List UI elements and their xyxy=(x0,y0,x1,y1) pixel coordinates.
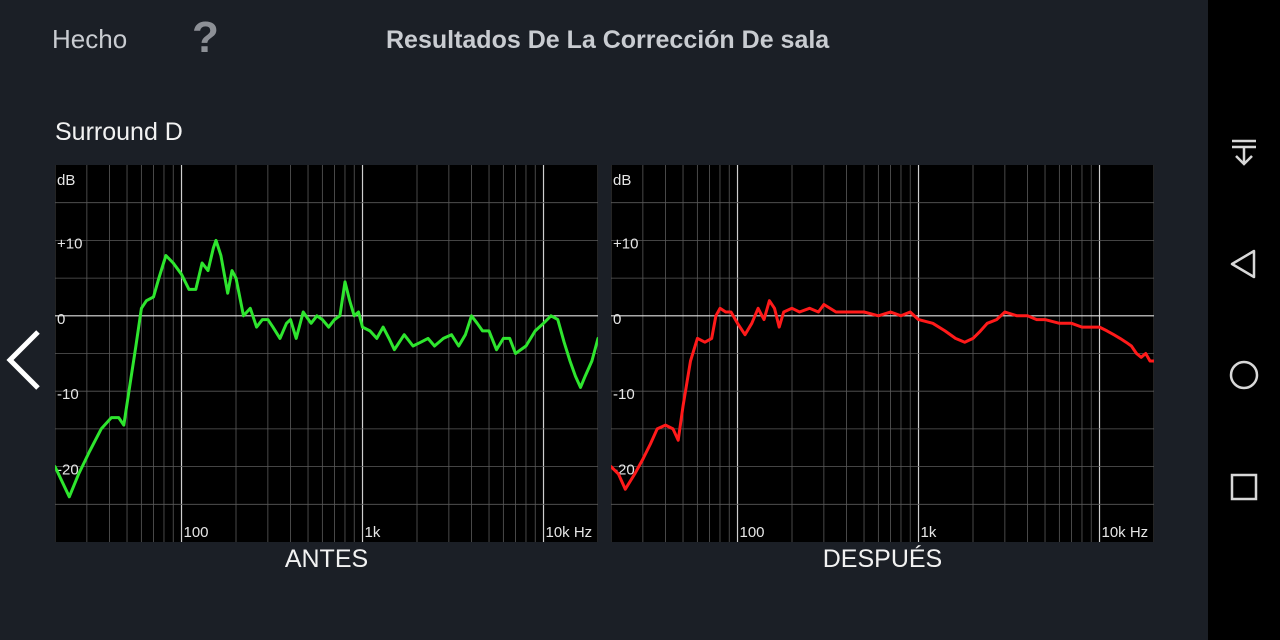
frequency-response-line xyxy=(611,299,1154,491)
y-tick-label: 0 xyxy=(613,311,621,328)
x-tick-label: 1k xyxy=(365,524,381,541)
home-circle-icon[interactable] xyxy=(1224,355,1264,395)
help-icon[interactable]: ? xyxy=(192,13,219,62)
x-tick-label: 100 xyxy=(184,524,209,541)
top-bar: Hecho ? Resultados De La Corrección De s… xyxy=(0,0,1208,84)
system-navbar xyxy=(1208,0,1280,640)
y-tick-label: -20 xyxy=(57,462,79,479)
recents-square-icon[interactable] xyxy=(1224,467,1264,507)
download-icon[interactable] xyxy=(1224,132,1264,172)
grid-lines xyxy=(55,165,598,542)
x-tick-label: 10k Hz xyxy=(546,524,593,541)
before-chart: dB +10 0 -10 -20 100 1k 10k Hz xyxy=(55,165,598,542)
after-chart: dB +10 0 -10 -20 100 1k 10k Hz xyxy=(611,165,1154,542)
page-title: Resultados De La Corrección De sala xyxy=(386,26,830,54)
done-button[interactable]: Hecho xyxy=(52,24,128,54)
after-chart-caption: DESPUÉS xyxy=(822,545,943,573)
x-tick-label: 10k Hz xyxy=(1102,524,1149,541)
y-axis-label: dB xyxy=(57,172,75,189)
y-axis-label: dB xyxy=(613,172,631,189)
y-tick-label: -10 xyxy=(57,386,79,403)
x-tick-label: 100 xyxy=(740,524,765,541)
frequency-response-line xyxy=(55,238,598,499)
before-chart-caption: ANTES xyxy=(284,545,369,573)
channel-name: Surround D xyxy=(55,118,183,146)
back-triangle-icon[interactable] xyxy=(1224,244,1264,284)
y-tick-label: +10 xyxy=(613,235,638,252)
x-tick-label: 1k xyxy=(921,524,937,541)
before-chart-plot: dB +10 0 -10 -20 100 1k 10k Hz xyxy=(55,165,598,542)
chevron-left-icon[interactable] xyxy=(0,320,50,400)
y-tick-label: 0 xyxy=(57,311,65,328)
y-tick-label: +10 xyxy=(57,235,82,252)
y-tick-label: -10 xyxy=(613,386,635,403)
